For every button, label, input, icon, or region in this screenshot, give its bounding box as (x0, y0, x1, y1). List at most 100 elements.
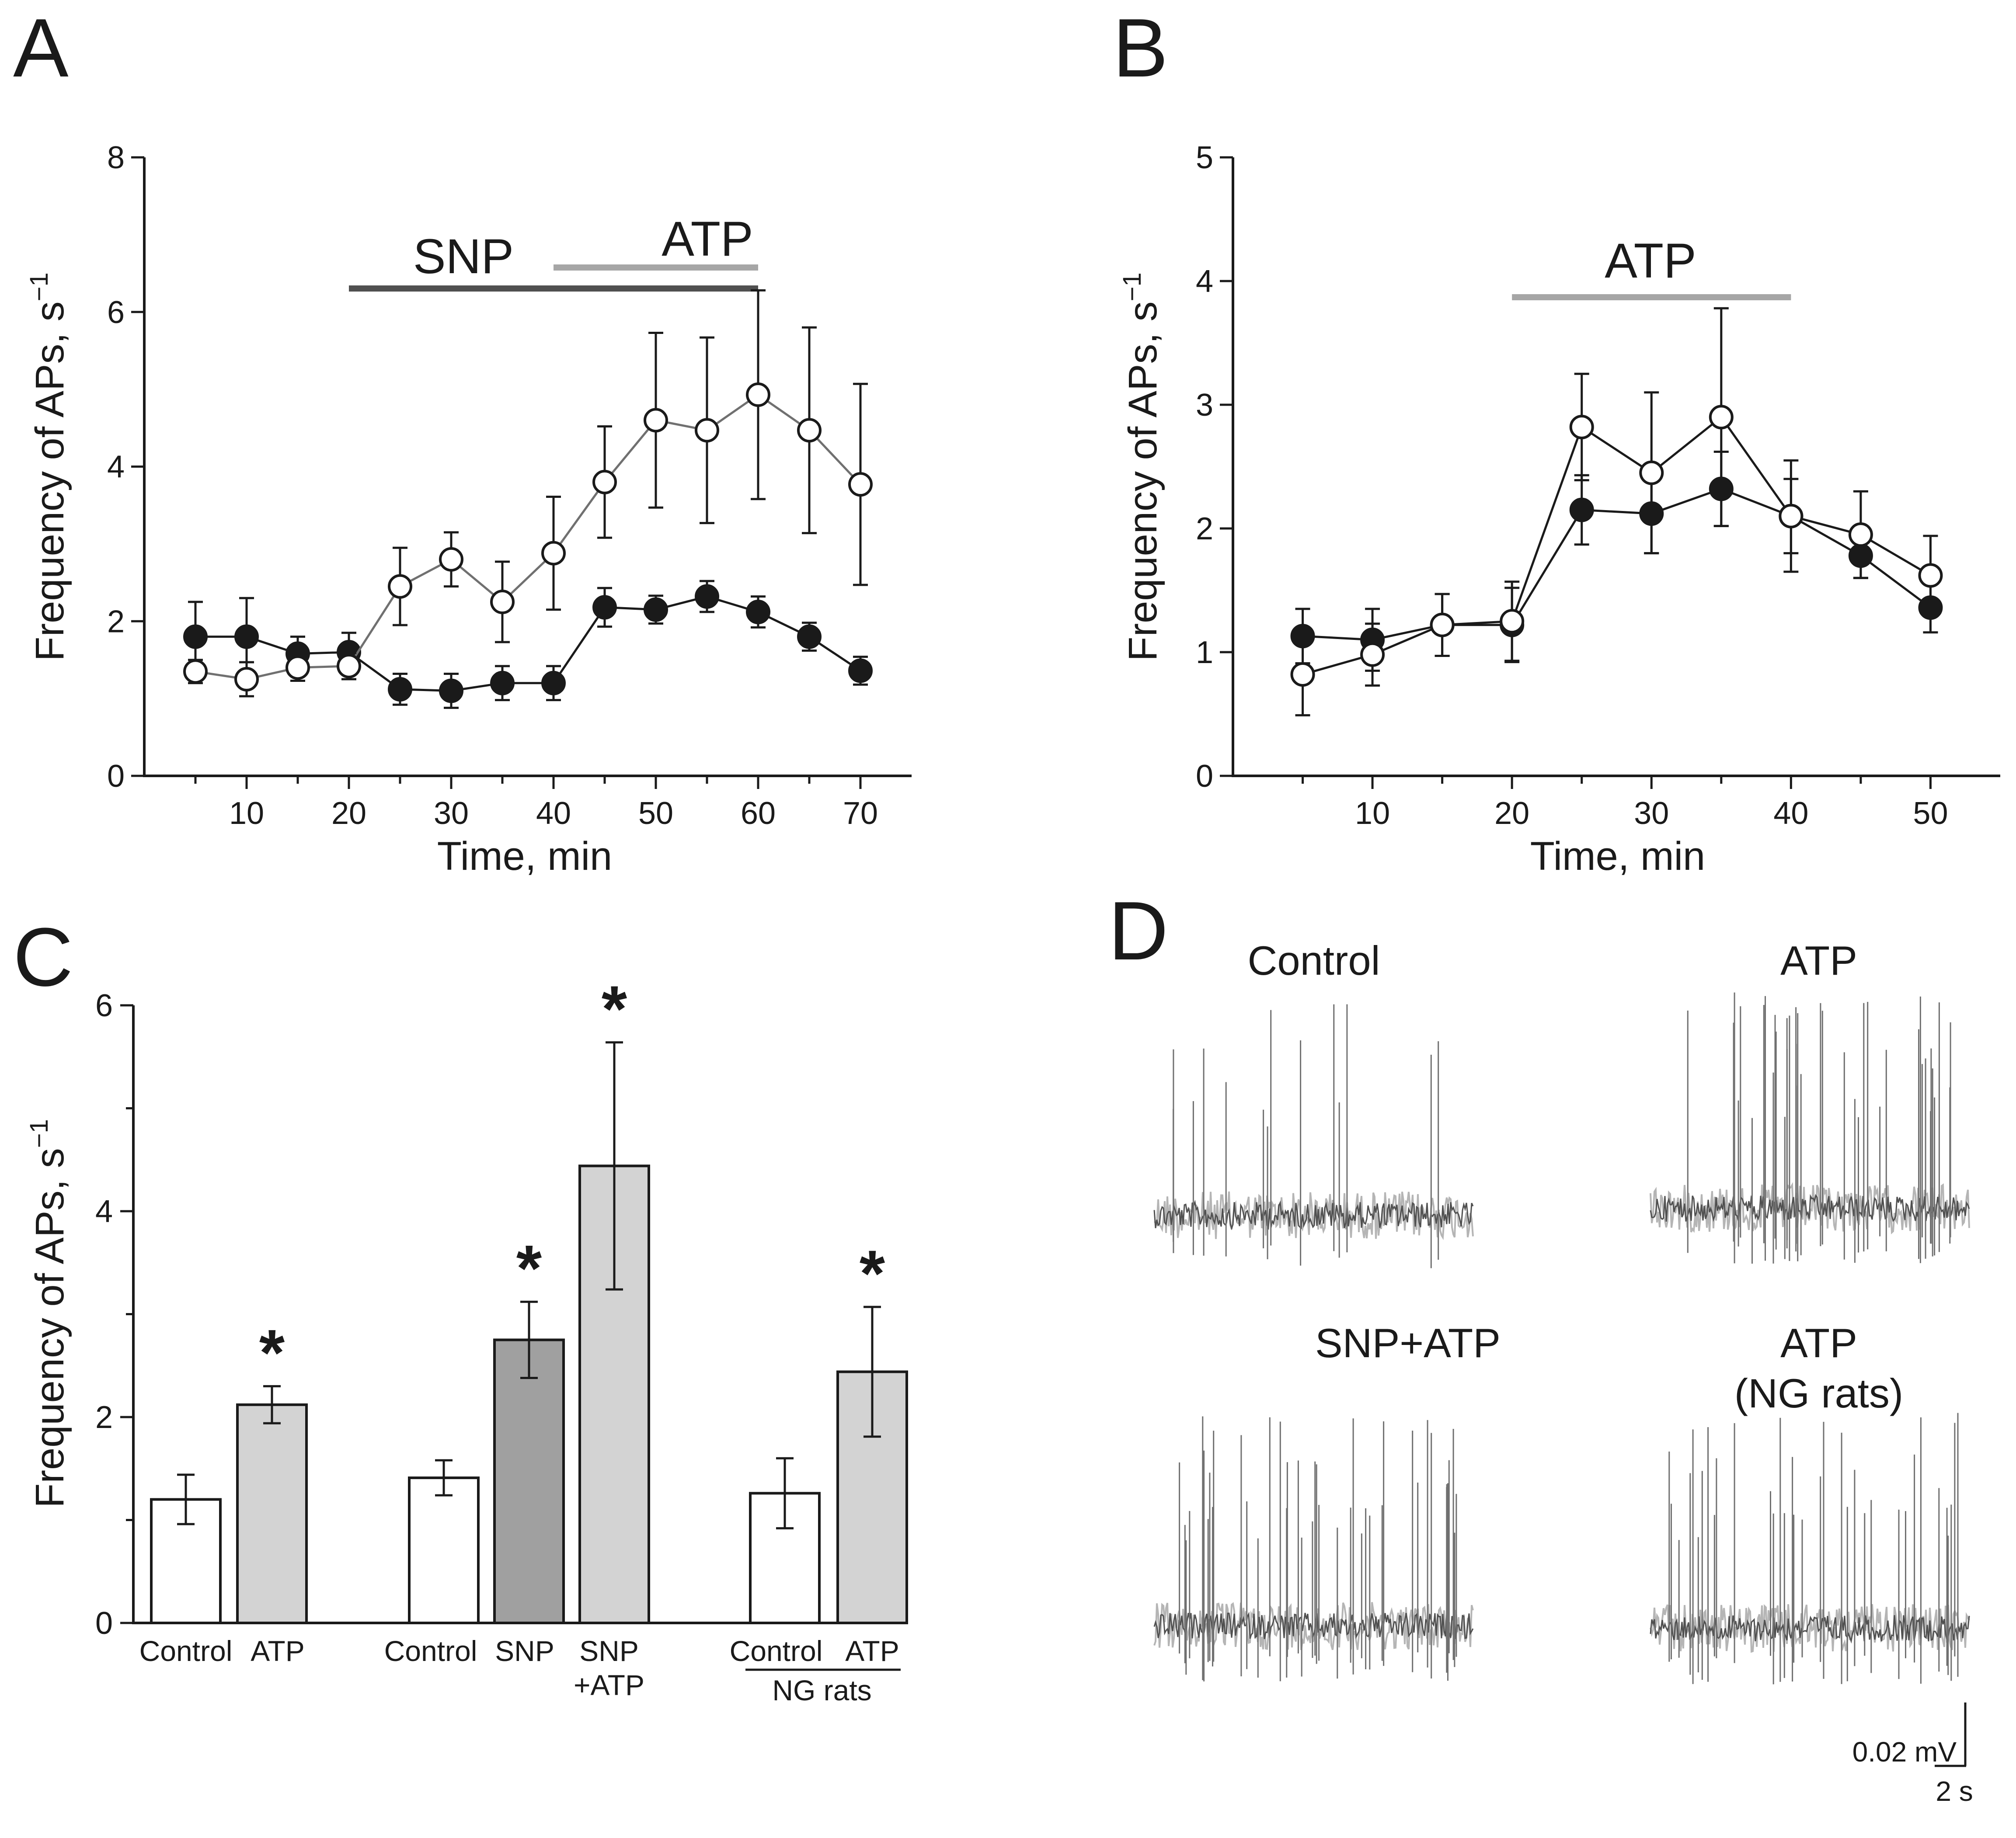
data-point-open (644, 408, 668, 433)
x-tick-label: 70 (843, 796, 878, 831)
x-tick-label: 30 (1634, 796, 1669, 831)
significance-star: * (516, 1231, 542, 1305)
scale-bar: 0.02 mV 2 s (1852, 1702, 1973, 1807)
data-point-open (1500, 609, 1525, 634)
data-point-open (797, 418, 822, 443)
category-label-atp-1: ATP (251, 1635, 304, 1667)
x-tick-label: 50 (638, 796, 673, 831)
category-label-control-2: Control (384, 1635, 477, 1667)
series-line-open (1302, 415, 1931, 676)
trace-title-snp-atp: SNP+ATP (1315, 1320, 1501, 1366)
panel-a-x-axis-label: Time, min (437, 834, 612, 879)
panel-a-x-ticks: 10 20 30 40 50 60 70 (194, 776, 878, 831)
data-point-filled (183, 624, 208, 649)
trace-noise-core (1650, 1615, 1970, 1644)
data-point-filled (388, 677, 412, 702)
significance-star: * (259, 1316, 285, 1389)
x-tick-label: 10 (229, 796, 264, 831)
panel-c-label: C (13, 911, 73, 1004)
panel-c-bars: * * * * (150, 972, 908, 1625)
x-tick-label: 50 (1913, 796, 1948, 831)
category-label-control-ng: Control (730, 1635, 823, 1667)
y-tick-label: 4 (1196, 264, 1213, 299)
x-tick-label: 20 (1494, 796, 1529, 831)
panel-c-y-axis-label: Frequency of APs, s−1 (25, 1119, 72, 1508)
significance-star: * (860, 1237, 885, 1310)
data-point-open (1569, 414, 1594, 439)
data-point-filled (644, 597, 668, 622)
data-point-filled (592, 595, 617, 620)
trace-title-atp-ng: ATP (1780, 1320, 1857, 1366)
y-tick-label: 2 (95, 1400, 113, 1435)
panel-c-category-labels: Control ATP Control SNP SNP +ATP Control… (139, 1635, 901, 1706)
bar (408, 1476, 480, 1625)
y-tick-label: 5 (1196, 140, 1213, 175)
category-label-control-1: Control (139, 1635, 233, 1667)
panel-a-y-axis-label: Frequency of APs, s−1 (25, 272, 72, 661)
y-tick-label: 4 (107, 450, 125, 485)
y-tick-label: 1 (1196, 635, 1213, 670)
category-label-snp: SNP (495, 1635, 554, 1667)
series-line-filled (1302, 487, 1931, 641)
panel-b-x-ticks: 10 20 30 40 50 (1302, 776, 1948, 831)
data-point-open (1430, 612, 1455, 637)
panel-b-label: B (1113, 2, 1168, 94)
y-tick-label: 8 (107, 140, 125, 175)
panel-c: C 0 2 4 6 Frequency of APs, s−1 * * * * Contro… (13, 911, 908, 1706)
bar (578, 1164, 650, 1624)
panel-b: B 0 1 2 3 4 5 10 20 30 40 50 Frequency of APs, s−… (1113, 2, 2000, 879)
data-point-open (1360, 642, 1385, 667)
y-tick-label: 3 (1196, 388, 1213, 423)
category-label-atp-ng: ATP (845, 1635, 899, 1667)
panel-c-y-ticks: 0 2 4 6 (95, 988, 133, 1641)
data-point-open (592, 469, 617, 494)
data-point-open (541, 541, 566, 566)
data-point-filled (1569, 497, 1594, 522)
data-point-open (286, 655, 310, 680)
category-label-snp-atp-line2: +ATP (574, 1669, 644, 1701)
data-point-filled (695, 584, 719, 609)
x-tick-label: 60 (741, 796, 776, 831)
data-point-open (388, 574, 412, 599)
data-point-open (337, 653, 361, 678)
panel-a-treatment-bars: SNP ATP (349, 212, 758, 292)
data-point-filled (490, 671, 515, 695)
treatment-label-atp: ATP (662, 212, 753, 266)
data-point-filled (234, 624, 259, 649)
trace-noise-band (1153, 1191, 1474, 1240)
panel-a-series (183, 289, 873, 709)
y-tick-label: 4 (95, 1194, 113, 1229)
x-tick-label: 40 (1773, 796, 1808, 831)
panel-b-x-axis-label: Time, min (1530, 834, 1705, 879)
panel-b-y-ticks: 0 1 2 3 4 5 (1196, 140, 1233, 794)
y-tick-label: 2 (107, 604, 125, 639)
panel-b-axes (1232, 157, 2000, 777)
data-point-open (848, 472, 873, 497)
panel-d: D Control ATP SNP+ATP ATP (NG rats) 0.02… (1108, 885, 1973, 1807)
data-point-open (1848, 522, 1873, 547)
data-point-filled (848, 658, 873, 683)
data-point-open (1779, 504, 1804, 528)
panel-b-y-axis-label: Frequency of APs, s−1 (1118, 272, 1165, 661)
x-tick-label: 20 (331, 796, 366, 831)
y-tick-label: 6 (95, 988, 113, 1023)
data-point-open (1290, 662, 1315, 687)
y-tick-label: 0 (95, 1606, 113, 1641)
trace-title-control: Control (1247, 938, 1380, 983)
category-label-snp-atp-line1: SNP (579, 1635, 639, 1667)
trace-noise-band (1650, 1604, 1970, 1653)
trace-title-atp: ATP (1780, 938, 1857, 983)
data-point-open (746, 382, 770, 407)
trace-noise-core (1153, 1612, 1474, 1639)
y-tick-label: 6 (107, 295, 125, 330)
panel-a: A 0 2 4 6 8 10 20 30 40 50 60 70 Frequency of APs,… (13, 2, 912, 879)
data-point-open (1709, 405, 1734, 430)
x-tick-label: 10 (1355, 796, 1390, 831)
data-point-filled (797, 624, 822, 649)
panel-a-label: A (13, 2, 69, 94)
treatment-label-snp: SNP (413, 229, 514, 284)
bar (236, 1403, 308, 1624)
panel-b-series (1290, 307, 1943, 716)
data-point-filled (746, 600, 770, 625)
